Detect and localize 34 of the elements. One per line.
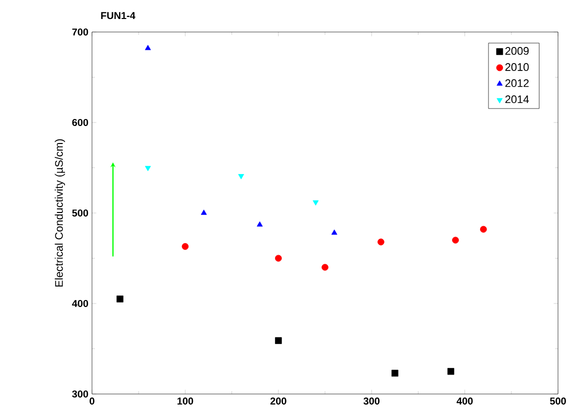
y-tick-label: 300 [72, 390, 88, 398]
point [200, 210, 207, 215]
y-tick-label: 600 [72, 118, 88, 126]
y-tick-label: 500 [72, 209, 88, 217]
point [322, 264, 328, 271]
x-tick-label: 300 [364, 398, 380, 405]
point [144, 44, 151, 50]
y-tick-label: 700 [72, 28, 88, 36]
x-tick-label: 200 [270, 398, 286, 405]
point [378, 238, 384, 246]
point [238, 174, 244, 180]
x-tick-label: 500 [550, 398, 566, 405]
legend-label: 2009 [505, 47, 529, 55]
y-tick-label: 400 [72, 300, 88, 308]
x-tick-label: 400 [456, 398, 473, 405]
point [452, 236, 459, 244]
point [312, 200, 319, 206]
point [480, 226, 487, 233]
point [275, 254, 282, 262]
x-tick-label: 0 [90, 398, 94, 405]
x-tick-label: 100 [178, 398, 194, 405]
chart-title: FUN1-4 [101, 12, 136, 20]
point [144, 166, 151, 172]
legend-label: 2010 [505, 63, 529, 71]
point [275, 337, 282, 344]
legend-label: 2012 [505, 79, 529, 88]
y-axis-title: Electrical Conductivity (µS/cm) [54, 139, 66, 286]
point [182, 243, 189, 250]
point [116, 296, 124, 302]
legend-label: 2014 [505, 95, 529, 104]
point [331, 230, 338, 235]
point [392, 370, 398, 377]
point [256, 221, 263, 227]
point [447, 368, 454, 375]
